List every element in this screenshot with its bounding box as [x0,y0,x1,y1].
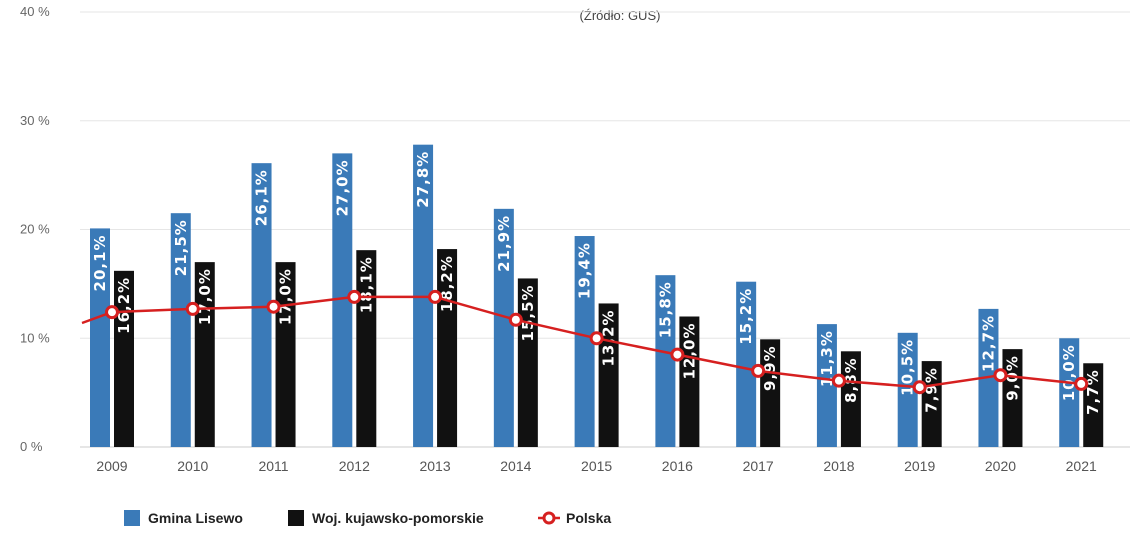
polska-point [1074,376,1089,391]
gmina-bar-label: 27,8% [414,151,432,208]
gmina-bar-label: 20,1% [91,234,109,291]
gmina-bar-label: 12,7% [979,315,997,372]
woj-bar [275,262,296,447]
x-tick-label: 2013 [419,458,450,474]
x-axis: 2009 2010 2011 2012 2013 2014 2015 2016 2017 2018… [96,458,1097,474]
gmina-bar [170,213,191,447]
gmina-bar-label: 11,3% [818,330,836,387]
woj-bar [840,351,861,447]
gmina-bar-label: 15,8% [656,281,674,338]
x-tick-label: 2015 [581,458,612,474]
x-tick-label: 2018 [823,458,854,474]
woj-bar-label: 13,2% [600,309,618,366]
x-tick-label: 2010 [177,458,208,474]
polska-point [347,289,362,304]
gmina-bar [897,332,918,447]
gmina-bar [493,208,514,447]
legend: Gmina Lisewo Woj. kujawsko-pomorskie Polsk… [124,510,611,526]
gmina-bar-label: 21,9% [495,215,513,272]
woj-bar [356,250,377,447]
y-tick-label: 0 % [20,439,43,454]
polska-point [508,312,523,327]
woj-bar-label: 7,7% [1084,369,1102,415]
x-tick-label: 2014 [500,458,531,474]
legend-swatch-woj [288,510,304,526]
polska-point [589,331,604,346]
source-note: (Źródło: GUS) [580,8,661,23]
woj-bar-label: 15,5% [519,284,537,341]
gmina-bar-label: 27,0% [333,159,351,216]
woj-bar-label: 8,8% [842,357,860,403]
woj-bar [679,316,700,447]
polska-point [266,299,281,314]
legend-label-woj: Woj. kujawsko-pomorskie [312,510,484,526]
gmina-bar [574,236,595,447]
x-tick-label: 2012 [339,458,370,474]
x-tick-label: 2009 [96,458,127,474]
gmina-bar-label: 10,0% [1060,344,1078,401]
x-tick-label: 2021 [1066,458,1097,474]
y-tick-label: 20 % [20,222,50,237]
woj-bar-label: 12,0% [680,323,698,380]
gmina-bar [816,324,837,447]
y-tick-label: 40 % [20,4,50,19]
woj-bar-label: 18,1% [357,256,375,313]
polska-point [993,368,1008,383]
woj-bar [760,339,781,447]
x-tick-label: 2017 [743,458,774,474]
polska-point [105,305,119,320]
legend-label-polska: Polska [566,510,611,526]
x-tick-label: 2019 [904,458,935,474]
gmina-bar-label: 26,1% [253,169,271,226]
polska-point [912,380,927,395]
woj-bar-label: 7,9% [923,367,941,413]
polska-line-series [81,289,1089,395]
x-tick-label: 2011 [258,458,288,474]
legend-label-gmina: Gmina Lisewo [148,510,243,526]
woj-bar [114,270,134,447]
woj-bar-label: 18,2% [438,255,456,312]
legend-marker-polska [542,511,556,525]
y-tick-label: 30 % [20,113,50,128]
gmina-bar [1059,338,1080,447]
polska-point [185,301,200,316]
gmina-bar [332,153,353,447]
woj-bar-label: 17,0% [277,268,295,325]
polska-point [670,347,685,362]
gmina-bar [655,275,676,447]
woj-bar [1002,349,1023,447]
woj-bar-label: 9,9% [761,345,779,391]
gmina-bar-label: 10,5% [899,339,917,396]
woj-bar-label: 9,0% [1003,355,1021,401]
woj-bar [921,361,942,447]
woj-bar-label: 16,2% [115,277,133,334]
y-axis: 0 % 10 % 20 % 30 % 40 % [20,4,50,454]
gmina-bar [90,228,110,447]
gmina-bar-label: 15,2% [737,288,755,345]
gmina-bar [736,281,757,447]
x-tick-label: 2016 [662,458,693,474]
gmina-bar-label: 21,5% [172,219,190,276]
gmina-bar-label: 19,4% [576,242,594,299]
polska-point [428,289,443,304]
polska-point [751,363,766,378]
x-tick-label: 2020 [985,458,1016,474]
y-tick-label: 10 % [20,330,50,345]
woj-bar [1083,363,1104,447]
woj-bar-label: 17,0% [196,268,214,325]
bars: 20,1% 16,2% 21,5% 17,0% 26,1% 17,0% 27,0% 18,1%… [90,144,1104,448]
gmina-bar [251,163,272,447]
legend-swatch-gmina [124,510,140,526]
polska-point [831,373,846,388]
